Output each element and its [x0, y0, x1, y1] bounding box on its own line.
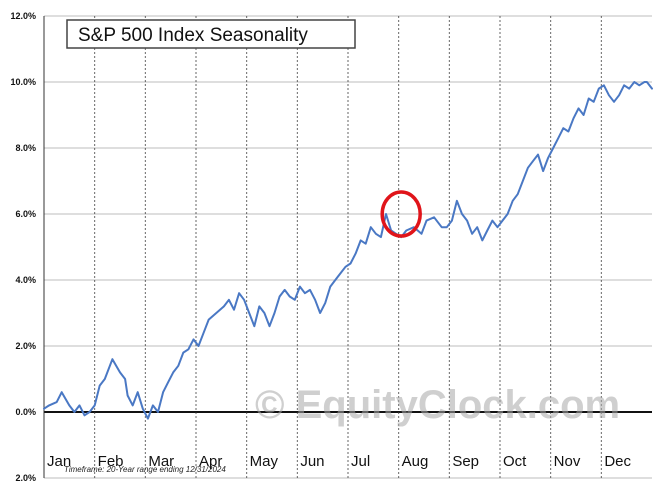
y-tick-label: 10.0%: [10, 77, 36, 87]
x-tick-label: Jul: [351, 453, 370, 470]
y-tick-label: 4.0%: [15, 275, 36, 285]
y-tick-label: 2.0%: [15, 341, 36, 351]
series-line-sp500: [43, 81, 653, 420]
y-tick-label: 6.0%: [15, 209, 36, 219]
labels-layer: 2.0% 0.0% 2.0% 4.0% 6.0% 8.0% 10.0% 12.0% Jan Feb…: [10, 11, 631, 483]
title-frame: [66, 19, 356, 49]
x-tick-label: Jan: [47, 453, 71, 470]
annotation-layer: [380, 190, 422, 238]
chart-title: S&P 500 Index Seasonality: [78, 25, 308, 46]
highlight-circle: [380, 190, 422, 238]
y-tick-label: 12.0%: [10, 11, 36, 21]
series-layer: [43, 81, 653, 420]
x-tick-label: May: [250, 453, 279, 470]
x-tick-label: Aug: [402, 453, 429, 470]
x-tick-label: Dec: [604, 453, 631, 470]
x-tick-label: Sep: [452, 453, 479, 470]
y-tick-label: 0.0%: [15, 407, 36, 417]
chart-title-box: S&P 500 Index Seasonality: [66, 19, 356, 49]
x-tick-label: Feb: [98, 453, 124, 470]
y-tick-label: 8.0%: [15, 143, 36, 153]
x-tick-label: Oct: [503, 453, 527, 470]
watermark: © EquityClock.com: [255, 383, 620, 427]
y-tick-label: 2.0%: [15, 473, 36, 483]
x-tick-label: Mar: [148, 453, 174, 470]
x-tick-label: Nov: [554, 453, 581, 470]
x-tick-label: Jun: [300, 453, 324, 470]
footnote: Timeframe: 20-Year range ending 12/31/20…: [64, 465, 226, 474]
watermark-layer: © EquityClock.com: [255, 383, 620, 427]
x-tick-label: Apr: [199, 453, 222, 470]
